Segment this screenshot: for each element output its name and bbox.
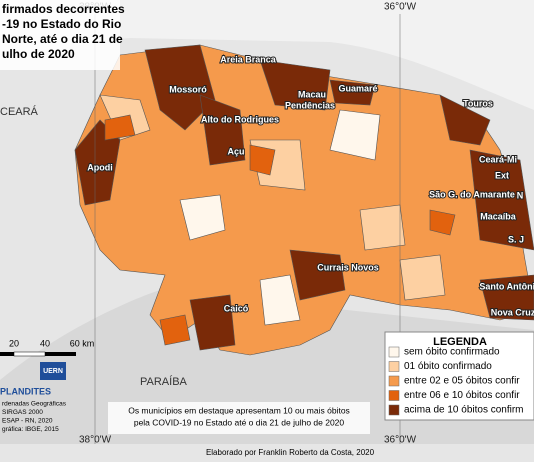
legend-swatch xyxy=(388,346,400,358)
legend-swatch xyxy=(388,361,400,372)
footer xyxy=(0,444,534,462)
legend-title: LEGENDA xyxy=(433,336,487,348)
region-label: PARAÍBA xyxy=(140,375,188,388)
legend-label: entre 06 e 10 óbitos confir xyxy=(404,390,520,401)
info-line: SIRGAS 2000 xyxy=(2,409,43,416)
state xyxy=(74,44,534,356)
municipality-label: Nova Cruz xyxy=(491,307,534,317)
coordinate: 36°0'W xyxy=(384,435,417,446)
credits: Elaborado por Franklin Roberto da Costa,… xyxy=(206,448,375,457)
scale-label: 60 km xyxy=(70,338,95,348)
municipality-label: N xyxy=(517,190,524,200)
municipality-label: Ceará-Mi xyxy=(479,154,517,164)
title-line: Norte, até o dia 21 de xyxy=(2,32,123,46)
municipality-label: Açu xyxy=(227,146,244,156)
note-line: pela COVID-19 no Estado até o dia 21 de … xyxy=(134,417,345,427)
region-label: CEARÁ xyxy=(0,105,39,118)
title-line: ulho de 2020 xyxy=(2,47,75,61)
title-line: -19 no Estado do Rio xyxy=(2,17,121,31)
legend-label: 01 óbito confirmado xyxy=(404,361,492,372)
title-line: firmados decorrentes xyxy=(2,2,125,16)
municipality-label: Touros xyxy=(463,98,493,108)
scale-bar xyxy=(0,351,76,357)
municipality-label: São G. do Amarante xyxy=(429,189,515,199)
municipality-label: Mossoró xyxy=(169,84,207,94)
municipality-label: Ext xyxy=(495,170,509,180)
municipality-label: Guamaré xyxy=(338,83,377,93)
municipality-label: Macaíba xyxy=(480,211,517,221)
sea xyxy=(0,0,534,110)
title-box xyxy=(0,0,120,70)
legend-label: entre 02 e 05 óbitos confir xyxy=(404,376,520,387)
municipality-label: Caicó xyxy=(224,303,249,313)
municipality-label: Santo Antônio xyxy=(479,281,534,291)
legend-label: acima de 10 óbitos confirm xyxy=(404,405,524,416)
legend-swatch xyxy=(388,375,400,387)
legend-label: sem óbito confirmado xyxy=(404,347,500,358)
municipality-label: Alto do Rodrigues xyxy=(201,114,279,124)
coordinate: 38°0'W xyxy=(79,435,112,446)
legend-box xyxy=(384,331,534,421)
scale-label: 40 xyxy=(40,338,50,348)
municipality-label: Currais Novos xyxy=(317,262,379,272)
legend-swatch xyxy=(388,404,400,416)
logo: PLANDITES xyxy=(0,386,51,396)
municipality-label: Apodi xyxy=(87,162,113,172)
note-box xyxy=(108,402,370,434)
municipality-label: S. J xyxy=(508,234,524,244)
municipality-label: Pendências xyxy=(285,100,335,110)
municipality-label: Macau xyxy=(298,89,326,99)
info-line: gráfica: IBGE, 2015 xyxy=(2,426,59,433)
info-line: rdenadas Geográficas xyxy=(2,401,67,408)
municipality-label: Areia Branca xyxy=(220,54,277,64)
coordinate: 36°0'W xyxy=(384,2,417,13)
legend-swatch xyxy=(388,390,400,401)
logo: UERN xyxy=(43,368,63,375)
info-line: ESAP - RN, 2020 xyxy=(2,418,53,425)
scale-label: 20 xyxy=(9,338,19,348)
note-line: Os municípios em destaque apresentam 10 … xyxy=(128,405,350,415)
logo-box xyxy=(40,362,66,380)
